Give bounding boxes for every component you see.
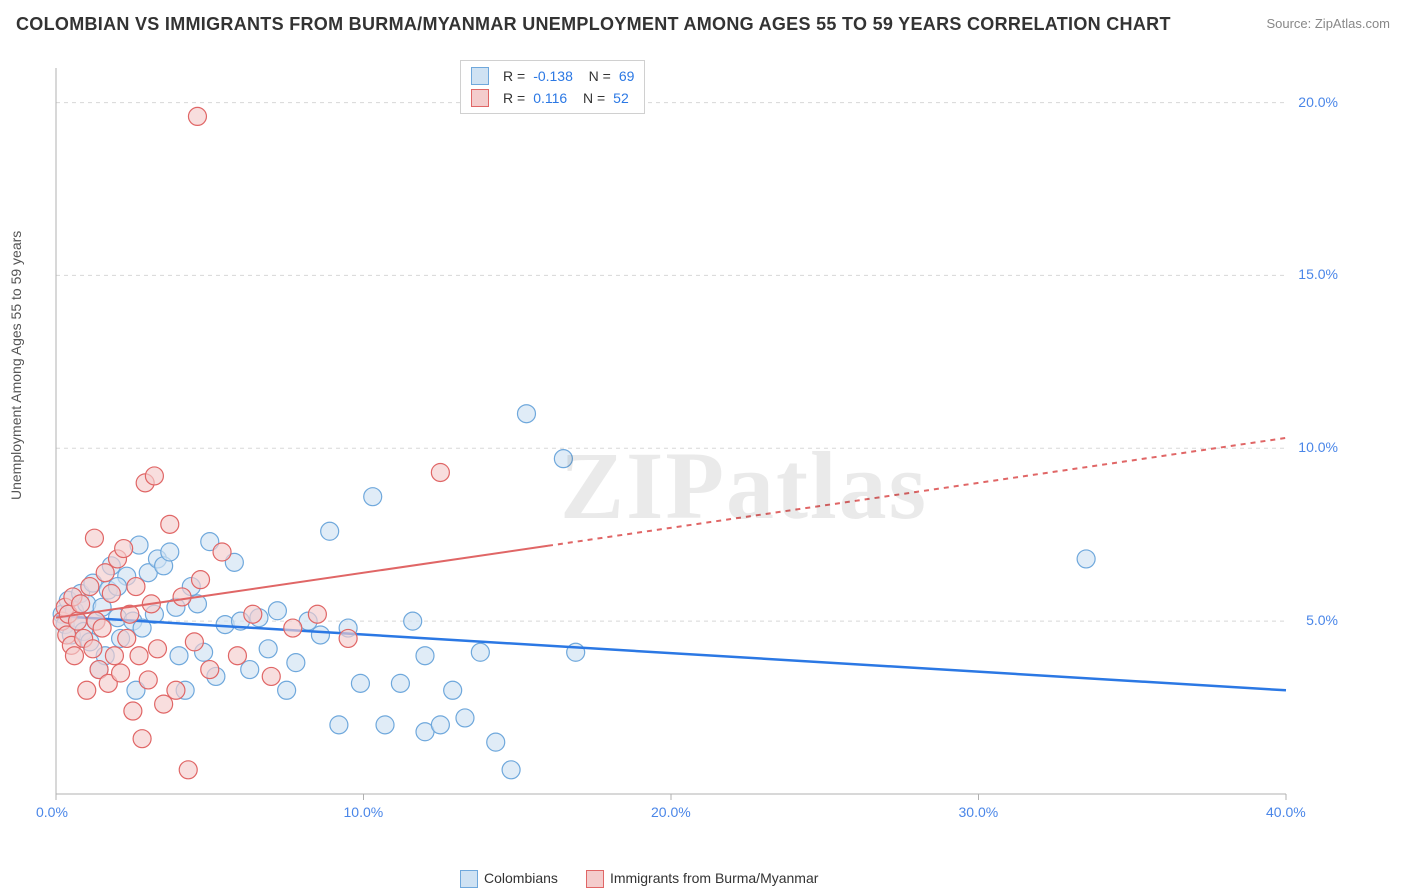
x-tick-label: 10.0% — [344, 804, 384, 820]
stat-r-value-1: 0.116 — [533, 87, 567, 109]
swatch-series-0 — [471, 67, 489, 85]
stat-n-value-1: 52 — [613, 87, 629, 109]
legend-item-0: Colombians — [460, 870, 558, 888]
y-axis-label: Unemployment Among Ages 55 to 59 years — [8, 231, 24, 500]
stat-r-label: R = — [503, 65, 525, 87]
plot-svg — [48, 60, 1344, 830]
y-tick-label: 15.0% — [1298, 266, 1338, 282]
x-tick-label: 0.0% — [36, 804, 68, 820]
stat-n-label: N = — [581, 65, 611, 87]
stat-r-label: R = — [503, 87, 525, 109]
stat-r-value-0: -0.138 — [533, 65, 573, 87]
legend-label-0: Colombians — [484, 870, 558, 886]
legend-label-1: Immigrants from Burma/Myanmar — [610, 870, 818, 886]
bottom-legend: Colombians Immigrants from Burma/Myanmar — [460, 870, 818, 888]
x-tick-label: 30.0% — [959, 804, 999, 820]
swatch-series-0-b — [460, 870, 478, 888]
stat-n-value-0: 69 — [619, 65, 635, 87]
scatter-plot-area: 0.0%10.0%20.0%30.0%40.0%5.0%10.0%15.0%20… — [48, 60, 1344, 830]
y-tick-label: 5.0% — [1306, 612, 1338, 628]
stat-row-series-1: R = 0.116 N = 52 — [471, 87, 634, 109]
source-label: Source: ZipAtlas.com — [1266, 16, 1390, 31]
stat-row-series-0: R = -0.138 N = 69 — [471, 65, 634, 87]
chart-title: COLOMBIAN VS IMMIGRANTS FROM BURMA/MYANM… — [16, 14, 1171, 35]
y-tick-label: 10.0% — [1298, 439, 1338, 455]
x-tick-label: 40.0% — [1266, 804, 1306, 820]
swatch-series-1-b — [586, 870, 604, 888]
y-tick-label: 20.0% — [1298, 94, 1338, 110]
x-tick-label: 20.0% — [651, 804, 691, 820]
correlation-legend: R = -0.138 N = 69 R = 0.116 N = 52 — [460, 60, 645, 114]
legend-item-1: Immigrants from Burma/Myanmar — [586, 870, 818, 888]
stat-n-label: N = — [575, 87, 605, 109]
swatch-series-1 — [471, 89, 489, 107]
